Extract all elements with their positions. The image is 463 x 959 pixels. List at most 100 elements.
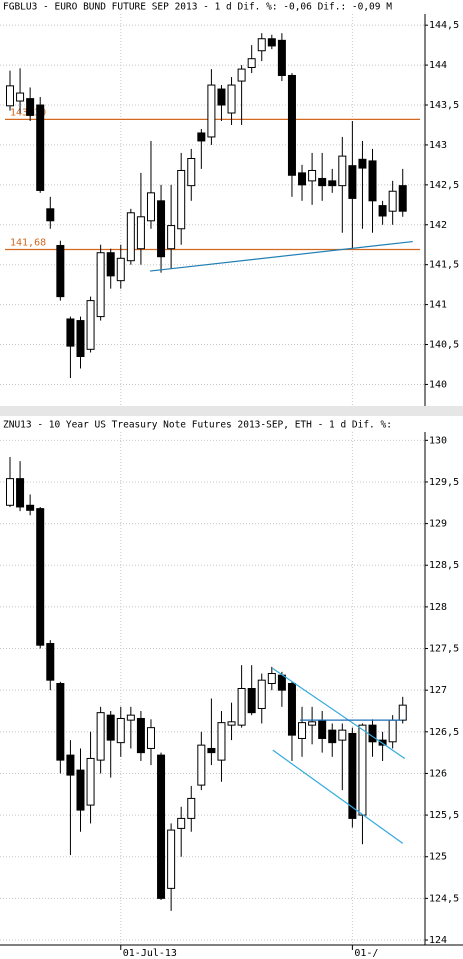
y-tick-label: 141,5 xyxy=(429,260,459,271)
y-tick-label: 128,5 xyxy=(429,560,459,571)
candle-body xyxy=(187,797,196,819)
candle-body xyxy=(96,252,105,318)
candle-body xyxy=(348,165,357,199)
candle-body xyxy=(46,208,55,222)
y-tick-label: 125 xyxy=(429,852,447,863)
level-label: 141,68 xyxy=(10,238,46,249)
candle-body xyxy=(146,727,155,749)
candle-body xyxy=(86,300,95,350)
candle-body xyxy=(328,180,337,187)
candle-body xyxy=(146,192,155,222)
candle-body xyxy=(6,85,14,107)
panel-separator xyxy=(0,406,463,416)
candle-body xyxy=(358,724,367,816)
candle-body xyxy=(207,84,216,138)
x-tick-label: 01-Jul-13 xyxy=(123,948,177,959)
candle-body xyxy=(126,212,135,262)
y-tick-label: 124 xyxy=(429,935,447,946)
candle-body xyxy=(237,688,246,726)
y-tick-label: 126 xyxy=(429,768,447,779)
chart-title: ZNU13 - 10 Year US Treasury Note Futures… xyxy=(3,420,392,431)
candle-body xyxy=(126,714,135,721)
candle-body xyxy=(277,39,286,76)
candle-body xyxy=(56,245,65,298)
candle-body xyxy=(348,732,357,819)
candle-body xyxy=(308,721,317,726)
candle-body xyxy=(287,683,296,736)
candle-body xyxy=(26,504,35,511)
candle-body xyxy=(136,216,145,250)
candle-body xyxy=(398,704,407,721)
y-tick-label: 124,5 xyxy=(429,893,459,904)
candle-body xyxy=(338,155,347,187)
y-tick-label: 128 xyxy=(429,602,447,613)
y-tick-label: 126,5 xyxy=(429,727,459,738)
candle-body xyxy=(207,747,216,754)
y-tick-label: 144 xyxy=(429,60,447,71)
candle-body xyxy=(106,714,115,741)
candle-body xyxy=(227,721,236,726)
candle-body xyxy=(388,719,397,743)
y-tick-label: 129 xyxy=(429,519,447,530)
candle-body xyxy=(298,722,307,739)
candle-body xyxy=(237,68,246,82)
candle-body xyxy=(247,688,256,714)
y-tick-label: 129,5 xyxy=(429,477,459,488)
candle-body xyxy=(338,729,347,741)
candle-body xyxy=(66,318,75,347)
y-tick-label: 144,5 xyxy=(429,20,459,31)
candle-body xyxy=(167,829,176,889)
candle-body xyxy=(6,478,14,506)
candle-body xyxy=(167,225,176,250)
candle-body xyxy=(328,729,337,744)
candle-body xyxy=(298,172,307,186)
candle-body xyxy=(157,200,166,258)
candle-body xyxy=(318,177,327,187)
candle-body xyxy=(388,190,397,212)
candle-body xyxy=(56,683,65,761)
candle-body xyxy=(66,754,75,776)
candle-body xyxy=(197,132,206,142)
candle-body xyxy=(106,252,115,277)
candle-body xyxy=(187,158,196,187)
candle-body xyxy=(217,88,226,106)
candle-body xyxy=(358,158,367,169)
candle-body xyxy=(227,84,236,114)
candle-body xyxy=(378,205,387,217)
candle-body xyxy=(177,817,186,829)
candle-body xyxy=(16,478,25,508)
y-tick-label: 143,5 xyxy=(429,100,459,111)
candle-body xyxy=(136,717,145,754)
y-tick-label: 127,5 xyxy=(429,644,459,655)
y-tick-label: 127 xyxy=(429,685,447,696)
candle-body xyxy=(116,717,125,744)
candle-body xyxy=(157,754,166,899)
candle-body xyxy=(36,508,45,646)
candle-body xyxy=(26,98,35,116)
candle-body xyxy=(217,722,226,761)
candle-body xyxy=(197,744,206,786)
candle-body xyxy=(267,38,276,47)
candle-body xyxy=(267,673,276,685)
candle-body xyxy=(177,169,186,230)
candle-body xyxy=(76,769,85,811)
candle-body xyxy=(16,92,25,102)
candle-body xyxy=(257,38,266,52)
y-tick-label: 130 xyxy=(429,435,447,446)
candle-body xyxy=(86,757,95,806)
candle-body xyxy=(287,74,296,176)
candle-body xyxy=(116,257,125,282)
y-tick-label: 142 xyxy=(429,220,447,231)
candle-body xyxy=(247,58,256,68)
y-tick-label: 141 xyxy=(429,300,447,311)
candle-body xyxy=(368,160,377,202)
candle-body xyxy=(46,643,55,681)
y-tick-label: 125,5 xyxy=(429,810,459,821)
candle-body xyxy=(308,169,317,182)
trend-line xyxy=(272,668,406,759)
trend-line xyxy=(272,749,404,844)
y-tick-label: 140 xyxy=(429,379,447,390)
candle-body xyxy=(36,104,45,191)
candle-body xyxy=(257,679,266,709)
